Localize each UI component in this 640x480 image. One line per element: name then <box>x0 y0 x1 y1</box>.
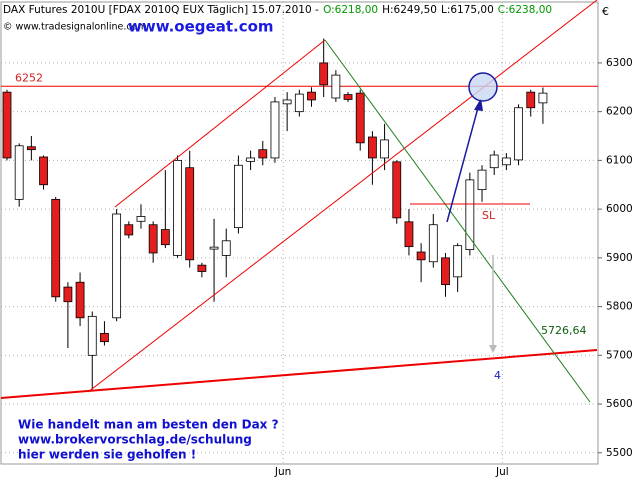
candle-body <box>380 139 389 159</box>
candle-body <box>538 92 548 104</box>
candle-body <box>185 167 195 261</box>
candle-body <box>331 74 341 99</box>
y-tick-label: 5700 <box>606 349 633 361</box>
candle-body <box>197 264 207 272</box>
site: www.oegeat.com <box>128 18 274 36</box>
candle-body <box>489 154 499 169</box>
candle-body <box>51 198 61 298</box>
candle-body <box>477 169 487 191</box>
source: © www.tradesignalonline.com <box>3 22 147 33</box>
candle-body <box>63 286 73 303</box>
annotation: SL <box>482 209 496 222</box>
y-tick-label: 5600 <box>606 398 633 410</box>
candle-body <box>294 93 304 113</box>
candle-body <box>100 332 109 343</box>
candle-body <box>26 146 36 151</box>
candle-body <box>392 161 402 219</box>
candle-body <box>367 136 377 159</box>
upper-channel <box>114 39 326 208</box>
footer-line: hier werden sie geholfen ! <box>18 448 196 462</box>
candle-body <box>416 251 426 261</box>
candle-body <box>465 179 475 250</box>
plot-frame <box>0 1 599 465</box>
candle-body <box>404 221 414 248</box>
candle-body <box>112 213 122 319</box>
candle-body <box>160 229 170 246</box>
candle-body <box>221 240 231 256</box>
candle-body <box>514 107 523 161</box>
lower-channel <box>87 0 598 393</box>
candle-body <box>14 145 24 200</box>
y-tick-label: 6300 <box>606 57 633 69</box>
candle-body <box>258 149 268 159</box>
target-arrow <box>446 103 480 223</box>
candle-body <box>148 224 158 254</box>
candle-body <box>343 94 353 100</box>
down-trend-line <box>324 39 591 403</box>
title-text: DAX Futures 2010U [FDAX 2010Q EUX Täglic… <box>3 4 319 16</box>
candle-body <box>173 159 182 256</box>
candle-body <box>282 99 292 105</box>
candle-body <box>355 92 365 144</box>
footer-line: Wie handelt man am besten den Dax ? <box>18 418 279 432</box>
candle-body <box>136 216 146 222</box>
candle-body <box>246 157 256 162</box>
candle-body <box>39 156 48 186</box>
footer-line: www.brokervorschlag.de/schulung <box>18 433 252 447</box>
x-tick-label: Jun <box>274 466 291 478</box>
candle-body <box>270 101 280 159</box>
candle-body <box>501 157 511 166</box>
candle-body <box>87 315 97 356</box>
target-circle <box>468 72 498 102</box>
title-value: H:6249,50 <box>382 4 437 16</box>
annotation: 5726,64 <box>541 324 587 337</box>
support-line <box>0 349 598 399</box>
title-value: L:6175,00 <box>441 4 494 16</box>
chart-title: DAX Futures 2010U [FDAX 2010Q EUX Täglic… <box>3 4 552 16</box>
candle-body <box>319 62 329 86</box>
annotation: 4 <box>494 369 501 382</box>
candle-body <box>2 91 12 159</box>
y-tick-label: 5800 <box>606 301 633 313</box>
currency: € <box>602 5 609 18</box>
candle-body <box>234 164 243 229</box>
candle-body <box>209 246 219 250</box>
level-label: 6252 <box>15 71 43 84</box>
y-tick-label: 5500 <box>606 447 633 459</box>
x-tick-label: Jul <box>495 466 509 478</box>
candle-body <box>526 91 536 109</box>
y-tick-label: 5900 <box>606 252 633 264</box>
arrow-head <box>489 345 497 353</box>
marks <box>1 2 602 464</box>
title-value: C:6238,00 <box>498 4 552 16</box>
candle-body <box>75 281 85 319</box>
candle-body <box>441 257 450 286</box>
y-tick-label: 6000 <box>606 203 633 215</box>
candle-body <box>307 91 316 101</box>
candle-body <box>453 245 463 278</box>
y-tick-label: 6200 <box>606 106 633 118</box>
title-value: O:6218,00 <box>323 4 378 16</box>
candle-body <box>124 224 134 236</box>
candle-body <box>428 224 438 263</box>
y-tick-label: 6100 <box>606 154 633 166</box>
